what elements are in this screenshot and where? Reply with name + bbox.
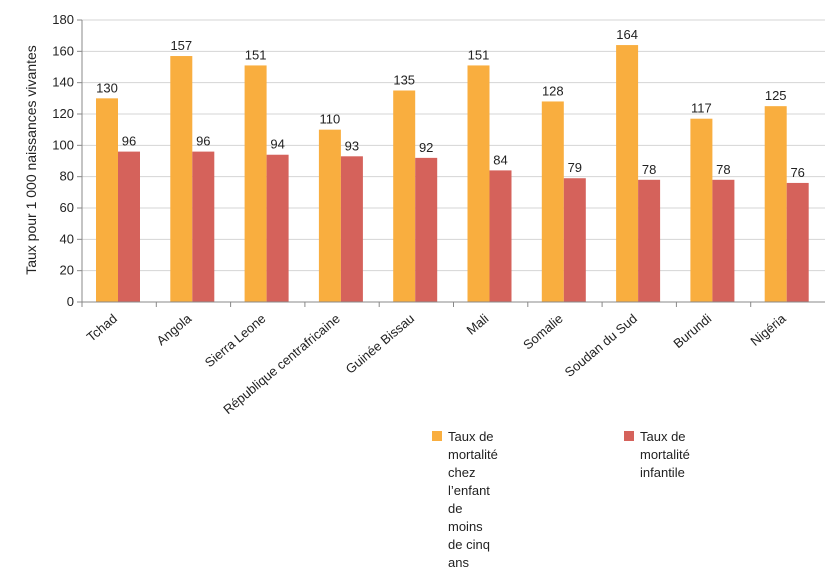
x-tick-label: Sierra Leone — [202, 311, 269, 370]
y-tick-label: 40 — [60, 231, 74, 246]
y-tick-label: 60 — [60, 200, 74, 215]
data-label: 130 — [96, 80, 118, 95]
data-label: 96 — [196, 134, 210, 149]
x-tick-label: Tchad — [84, 311, 120, 345]
bar-infant — [118, 151, 140, 302]
bar-under-five — [170, 56, 193, 303]
data-label: 78 — [642, 162, 656, 177]
data-label: 157 — [170, 38, 192, 53]
bar-infant — [786, 182, 809, 302]
data-label: 92 — [419, 140, 433, 155]
bar-under-five — [541, 101, 564, 302]
data-label: 128 — [542, 83, 564, 98]
bar-under-five — [467, 65, 490, 302]
bar-infant — [489, 170, 512, 302]
legend-swatch-infant — [624, 431, 634, 441]
y-tick-label: 0 — [67, 294, 74, 309]
y-axis-label: Taux pour 1 000 naissances vivantes — [23, 45, 39, 275]
bar-under-five — [616, 45, 639, 303]
legend-item-under-five: Taux de mortalité chez l’enfant de moins… — [432, 428, 498, 572]
x-tick-label: Soudan du Sud — [562, 311, 640, 380]
x-tick-label: Angola — [154, 310, 195, 348]
data-label: 79 — [568, 160, 582, 175]
data-label: 125 — [765, 88, 787, 103]
bar-infant — [712, 179, 735, 302]
legend-item-infant: Taux de mortalité infantile — [624, 428, 690, 482]
bar-infant — [192, 151, 215, 302]
bar-under-five — [318, 129, 341, 302]
legend-swatch-under-five — [432, 431, 442, 441]
bar-infant — [266, 154, 289, 302]
bar-under-five — [764, 106, 787, 303]
bar-under-five — [393, 90, 416, 302]
x-tick-label: Burundi — [670, 311, 714, 351]
y-tick-label: 120 — [52, 106, 74, 121]
data-label: 151 — [245, 47, 267, 62]
data-label: 94 — [270, 137, 284, 152]
data-label: 164 — [616, 27, 638, 42]
y-tick-label: 140 — [52, 75, 74, 90]
data-label: 135 — [393, 73, 415, 88]
data-label: 96 — [122, 134, 136, 149]
legend-label-under-five: Taux de mortalité chez l’enfant de moins… — [448, 429, 498, 570]
bar-under-five — [96, 98, 118, 302]
x-tick-label: Guinée Bissau — [343, 311, 417, 377]
y-tick-label: 80 — [60, 169, 74, 184]
y-axis: 0 20 40 60 80 100 120 140 160 180 — [52, 12, 83, 309]
bar-infant — [638, 179, 661, 302]
y-tick-label: 180 — [52, 12, 74, 27]
data-label: 84 — [493, 152, 507, 167]
data-label: 151 — [468, 47, 490, 62]
legend-label-infant: Taux de mortalité infantile — [640, 429, 690, 480]
bar-chart: 0 20 40 60 80 100 120 140 160 180 130 96 157 96 151 94… — [23, 12, 825, 417]
x-tick-label: Nigéria — [747, 310, 789, 348]
y-tick-label: 100 — [52, 137, 74, 152]
data-label: 78 — [716, 162, 730, 177]
data-label: 76 — [790, 165, 804, 180]
data-label: 117 — [691, 101, 712, 116]
bar-under-five — [244, 65, 267, 302]
data-labels: 130 96 157 96 151 94 110 93 135 92 151 84 128 79 164 78… — [96, 27, 805, 180]
y-tick-label: 20 — [60, 263, 74, 278]
y-tick-label: 160 — [52, 43, 74, 58]
data-label: 93 — [345, 138, 359, 153]
bar-infant — [340, 156, 363, 302]
bars — [96, 45, 809, 303]
bar-infant — [563, 178, 586, 302]
bar-infant — [415, 157, 438, 302]
data-label: 110 — [320, 112, 341, 127]
x-tick-label: Mali — [464, 311, 492, 338]
x-tick-label: Somalie — [520, 311, 566, 353]
bar-under-five — [690, 118, 713, 302]
